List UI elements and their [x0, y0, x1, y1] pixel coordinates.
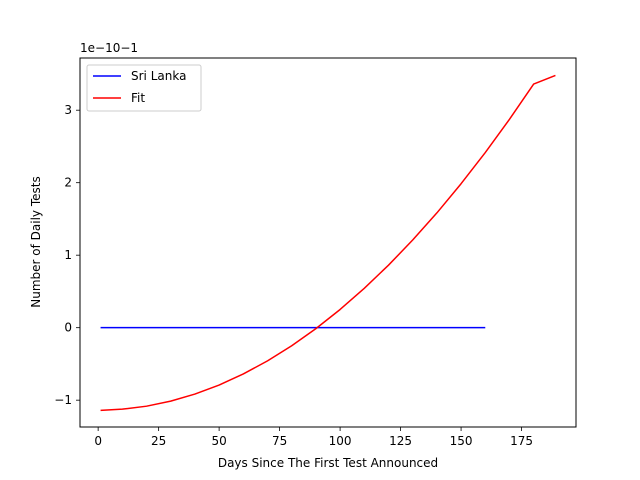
legend-label: Sri Lanka: [131, 69, 186, 83]
legend-label: Fit: [131, 91, 145, 105]
y-tick-label: −1: [54, 393, 72, 407]
x-tick-label: 125: [389, 434, 412, 448]
y-tick-label: 0: [64, 321, 72, 335]
plot-frame: [79, 57, 577, 428]
x-tick-label: 25: [151, 434, 166, 448]
series-line-fit: [100, 74, 556, 412]
legend: Sri Lanka Fit: [86, 64, 202, 112]
y-offset-text: 1e−10−1: [80, 41, 138, 55]
y-tick-label: 1: [64, 248, 72, 262]
x-tick-label: 75: [272, 434, 287, 448]
x-axis-label: Days Since The First Test Announced: [218, 456, 438, 470]
x-tick-label: 50: [211, 434, 226, 448]
x-tick-label: 100: [329, 434, 352, 448]
y-tick-label: 3: [64, 103, 72, 117]
x-tick-label: 0: [94, 434, 102, 448]
plot-area: [80, 58, 576, 427]
y-axis-label: Number of Daily Tests: [29, 176, 43, 307]
y-tick-label: 2: [64, 176, 72, 190]
x-tick-label: 150: [450, 434, 473, 448]
x-tick-label: 175: [510, 434, 533, 448]
